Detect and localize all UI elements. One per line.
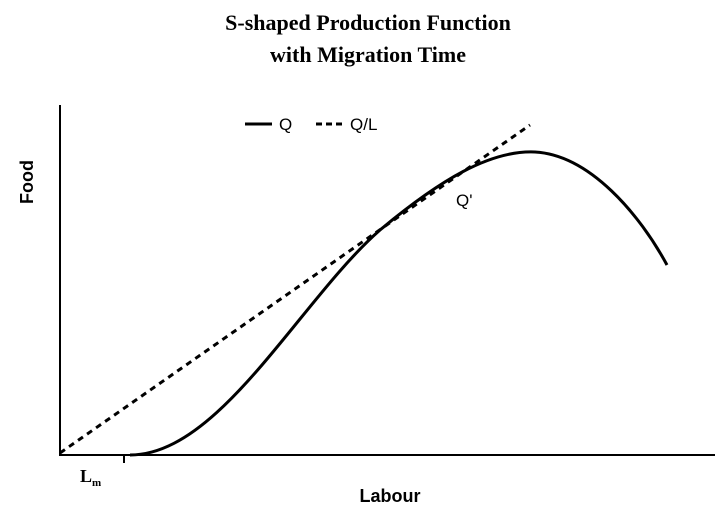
x-marker: Lm [80, 466, 101, 489]
average-product-line [59, 123, 531, 455]
legend-label: Q [279, 115, 292, 134]
x-axis-label: Labour [360, 486, 421, 506]
x-marker-main: L [80, 466, 92, 486]
y-axis-label: Food [17, 160, 37, 204]
x-marker-subscript: m [92, 477, 101, 489]
production-curve [129, 150, 669, 457]
legend-label: Q/L [350, 115, 377, 134]
annotation: Q' [456, 191, 472, 210]
title-line: S-shaped Production Function [225, 10, 511, 35]
title-line: with Migration Time [270, 42, 466, 67]
